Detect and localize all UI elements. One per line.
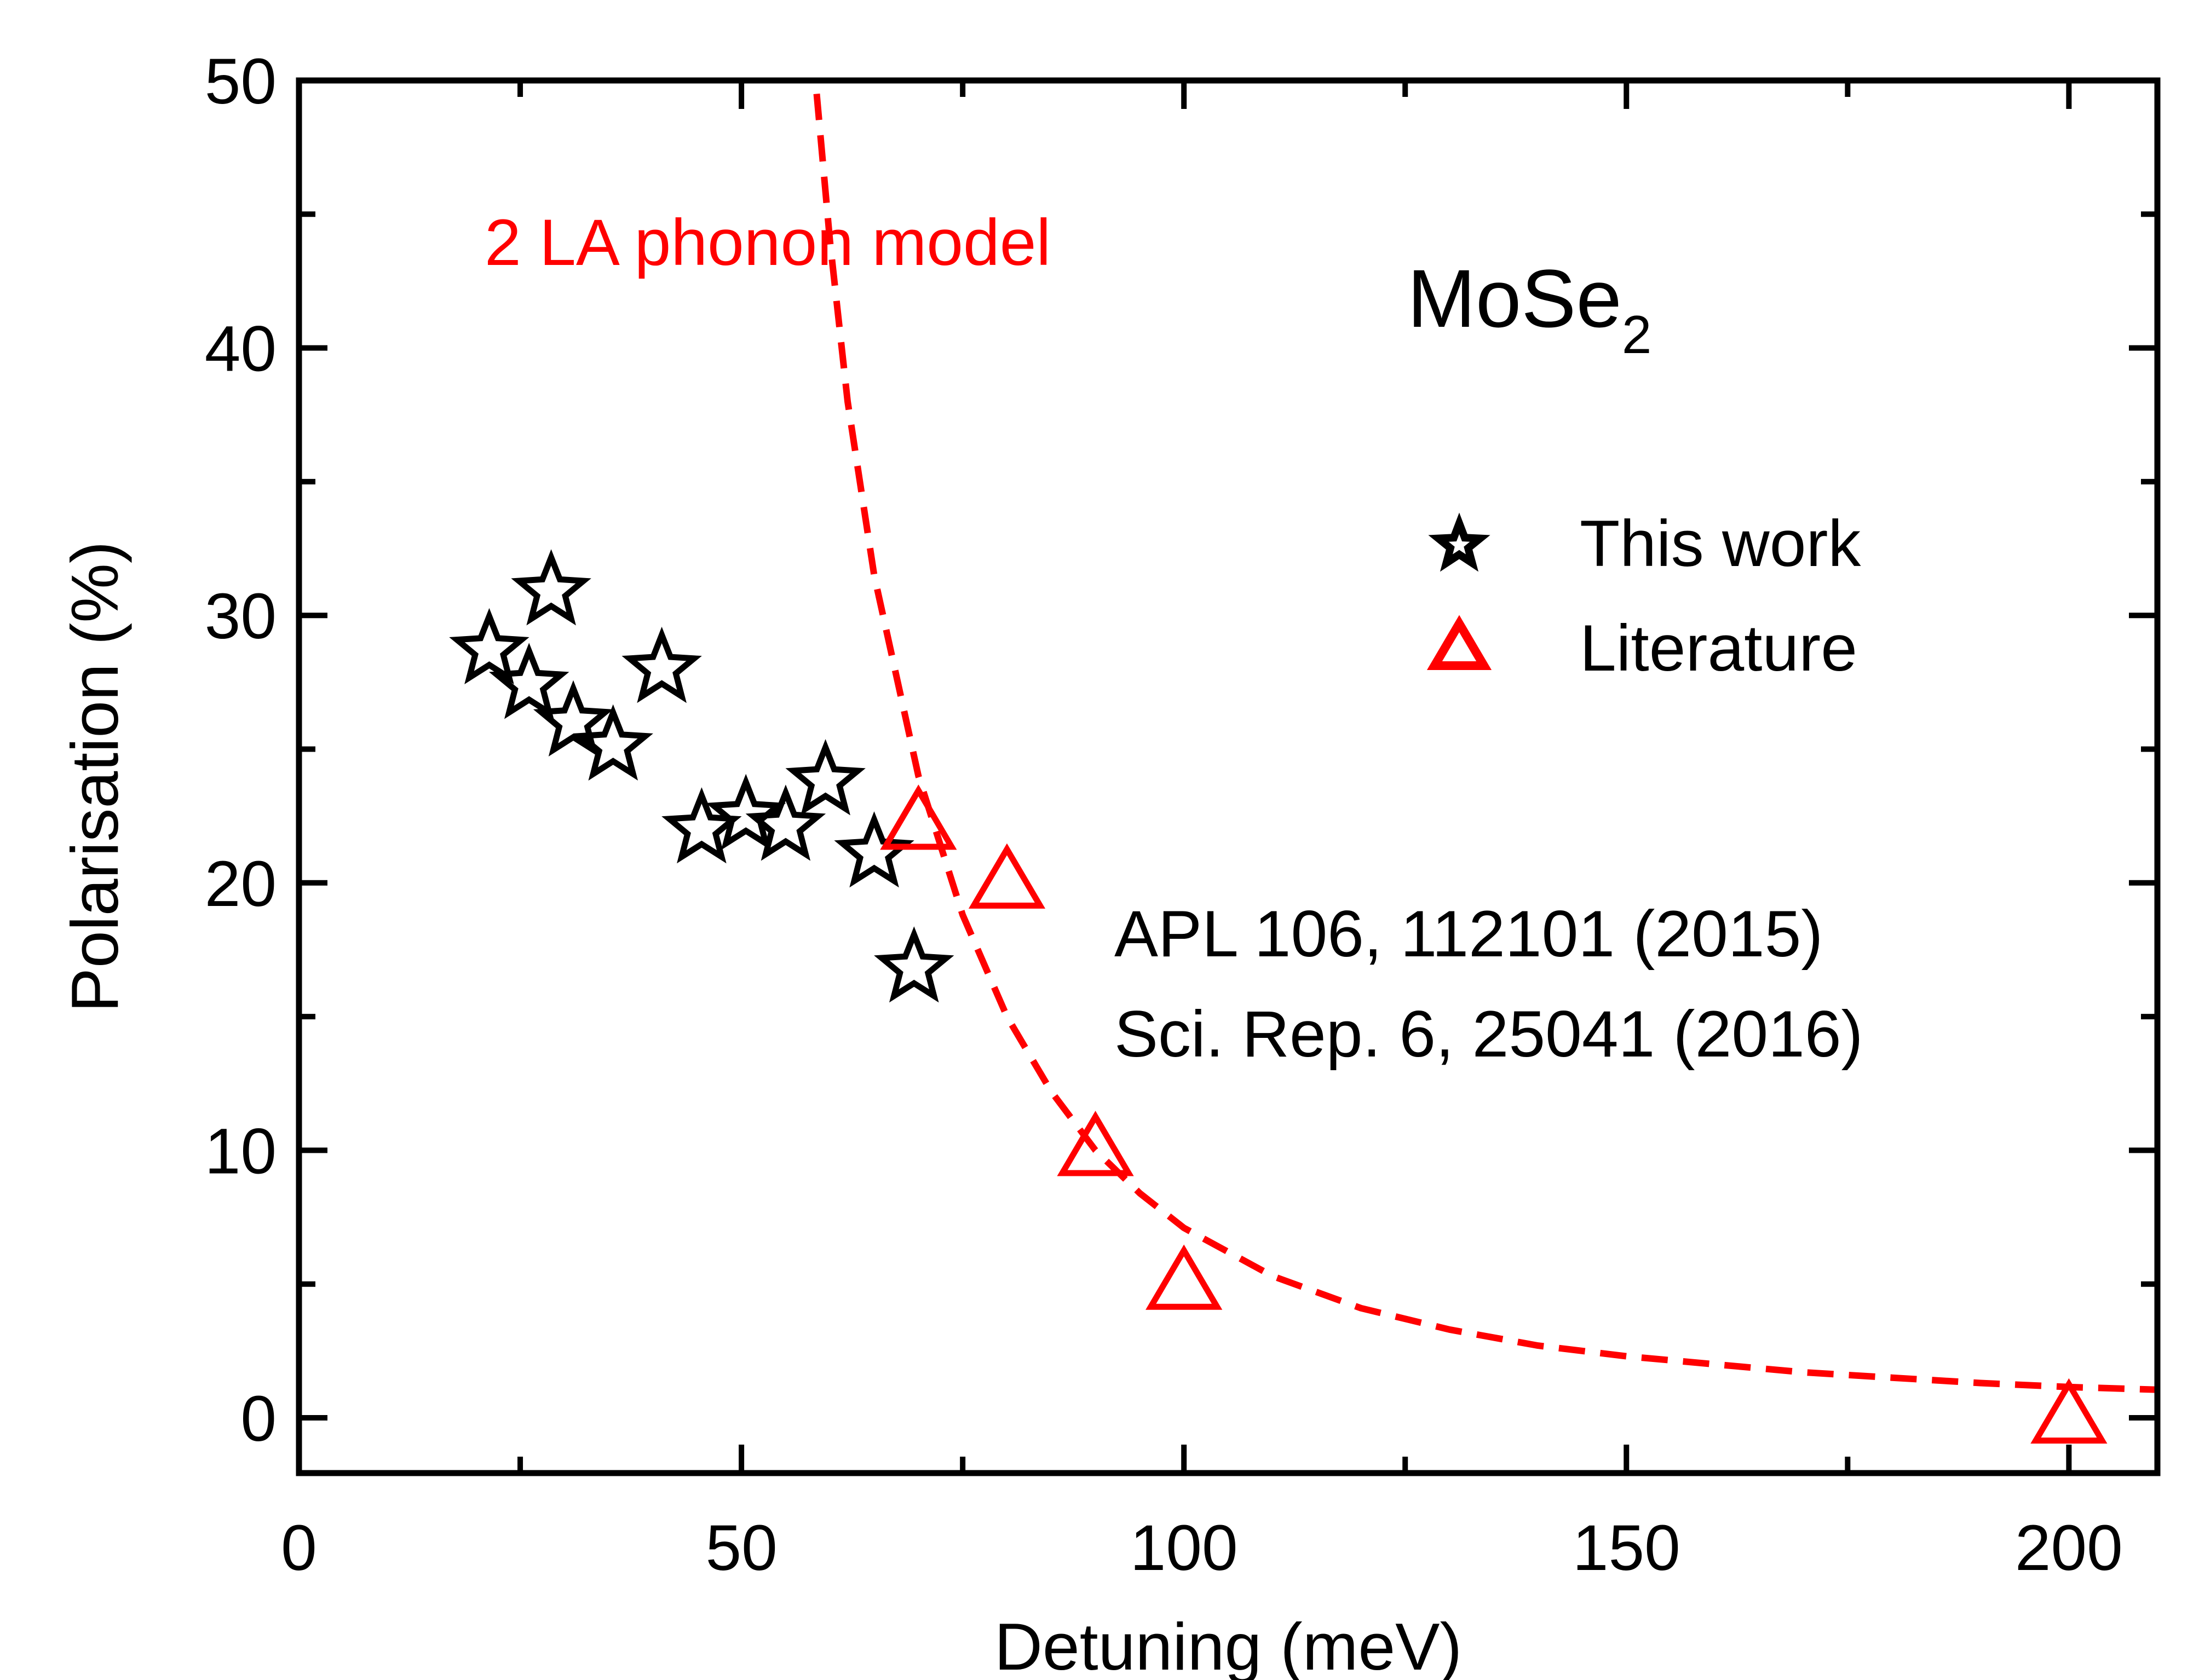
data-point-literature — [1057, 1111, 1134, 1176]
data-point-this-work — [621, 626, 702, 703]
sample-label: MoSe2 — [1407, 252, 1651, 365]
legend: This work Literature — [1426, 507, 1861, 685]
data-point-literature — [1145, 1244, 1223, 1310]
y-tick-label: 40 — [205, 313, 277, 385]
data-point-this-work — [874, 926, 954, 1003]
x-tick-label: 100 — [1130, 1512, 1238, 1584]
data-point-literature — [2030, 1378, 2108, 1444]
legend-triangle-icon — [1426, 615, 1492, 670]
data-point-this-work — [745, 784, 826, 861]
x-tick-label: 200 — [2015, 1512, 2123, 1584]
data-point-this-work — [785, 739, 866, 816]
data-point-this-work — [573, 704, 653, 781]
x-tick-label: 50 — [705, 1512, 777, 1584]
plot-frame — [296, 77, 2161, 1476]
x-tick-label: 150 — [1573, 1512, 1680, 1584]
y-tick-label: 20 — [205, 848, 277, 920]
y-axis-title: Polarisation (%) — [57, 541, 132, 1012]
data-point-literature — [880, 784, 957, 850]
legend-star-shape — [1428, 512, 1490, 572]
model-curve-layer — [813, 93, 2158, 1393]
data-point-this-work — [533, 680, 614, 757]
legend-star-icon — [1428, 512, 1490, 572]
x-axis-title: Detuning (meV) — [994, 1609, 1462, 1680]
data-point-this-work — [705, 773, 786, 850]
model-label: 2 LA phonon model — [485, 206, 1051, 279]
legend-label-this-work: This work — [1580, 507, 1861, 580]
data-point-this-work — [511, 549, 591, 626]
x-tick-label: 0 — [281, 1512, 317, 1584]
ticks-layer: 0 50 100 150 200 0 10 20 30 40 50 — [205, 45, 2157, 1584]
reference-line-2: Sci. Rep. 6, 25041 (2016) — [1114, 997, 1863, 1071]
sample-label-subscript: 2 — [1622, 304, 1652, 365]
y-tick-label: 0 — [240, 1383, 277, 1455]
y-tick-label: 50 — [205, 45, 277, 118]
reference-line-1: APL 106, 112101 (2015) — [1114, 897, 1823, 971]
legend-label-literature: Literature — [1580, 611, 1857, 685]
markers-layer — [449, 549, 2108, 1444]
sample-label-main: MoSe — [1407, 252, 1622, 344]
legend-triangle-shape — [1426, 615, 1492, 670]
data-point-this-work — [834, 811, 914, 888]
y-tick-label: 30 — [205, 580, 277, 653]
y-tick-label: 10 — [205, 1115, 277, 1187]
data-point-this-work — [449, 608, 529, 685]
data-point-this-work — [488, 643, 569, 719]
data-point-literature — [968, 843, 1046, 909]
model-curve-line — [813, 93, 2158, 1393]
